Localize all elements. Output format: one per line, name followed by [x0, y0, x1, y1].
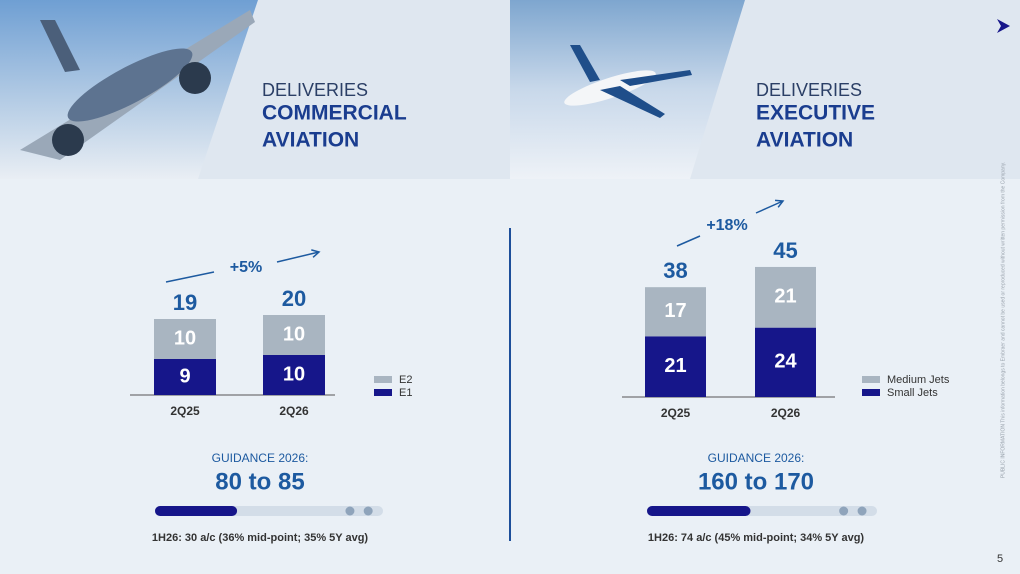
- segment-label: 10: [174, 327, 196, 349]
- legend-label: E1: [399, 387, 412, 399]
- x-tick-label: 2Q25: [661, 406, 691, 420]
- guidance-range: 160 to 170: [698, 468, 814, 495]
- total-label: 38: [663, 258, 687, 283]
- guidance-label: GUIDANCE 2026:: [212, 451, 309, 465]
- executive-plane: [564, 45, 692, 118]
- bar-segment: [645, 336, 706, 397]
- bar-segment: [154, 359, 216, 395]
- total-label: 20: [282, 286, 306, 311]
- panel-title: AVIATION: [756, 129, 853, 152]
- total-label: 19: [173, 290, 197, 315]
- segment-label: 17: [664, 300, 686, 322]
- legend-swatch: [862, 389, 880, 396]
- bar-segment: [755, 266, 816, 328]
- bar-segment: [154, 319, 216, 359]
- legend-label: Small Jets: [887, 387, 938, 399]
- guidance-note: 1H26: 30 a/c (36% mid-point; 35% 5Y avg): [152, 532, 369, 544]
- page-number: 5: [997, 553, 1003, 565]
- growth-label: +5%: [230, 259, 262, 276]
- x-tick-label: 2Q25: [170, 404, 200, 418]
- legend-swatch: [374, 389, 392, 396]
- commercial-plane: [20, 10, 255, 160]
- total-label: 45: [773, 238, 797, 263]
- panel-title: COMMERCIAL: [262, 102, 407, 125]
- progress-dot: [363, 506, 373, 516]
- side-text: PUBLIC INFORMATION This information belo…: [1000, 162, 1006, 478]
- segment-label: 24: [774, 351, 797, 373]
- x-tick-label: 2Q26: [771, 406, 801, 420]
- progress-dot: [857, 506, 867, 516]
- segment-label: 10: [283, 363, 305, 385]
- bar-segment: [263, 355, 325, 395]
- guidance-note: 1H26: 74 a/c (45% mid-point; 34% 5Y avg): [648, 532, 865, 544]
- bar-segment: [755, 327, 816, 397]
- guidance-range: 80 to 85: [215, 468, 304, 495]
- growth-label: +18%: [706, 217, 747, 234]
- legend-label: Medium Jets: [887, 374, 950, 386]
- progress-fill: [155, 506, 238, 516]
- panel-title: EXECUTIVE: [756, 102, 875, 125]
- growth-arrow: [276, 251, 320, 263]
- x-tick-label: 2Q26: [279, 404, 309, 418]
- growth-arrow: [676, 235, 701, 247]
- bar-segment: [645, 287, 706, 337]
- segment-label: 10: [283, 323, 305, 345]
- panel-title: AVIATION: [262, 129, 359, 152]
- arrow-head: [774, 199, 785, 208]
- legend-swatch: [862, 376, 880, 383]
- growth-arrow: [755, 200, 784, 214]
- progress-fill: [647, 506, 751, 516]
- segment-label: 9: [179, 365, 190, 387]
- segment-label: 21: [774, 286, 796, 308]
- panel-kicker: DELIVERIES: [262, 80, 368, 100]
- panel-kicker: DELIVERIES: [756, 80, 862, 100]
- guidance-label: GUIDANCE 2026:: [708, 451, 805, 465]
- nav-arrow[interactable]: [997, 19, 1010, 33]
- progress-dot: [345, 506, 355, 516]
- arrow-head: [311, 249, 321, 258]
- progress-dot: [839, 506, 849, 516]
- segment-label: 21: [664, 355, 686, 377]
- bar-segment: [263, 315, 325, 355]
- growth-arrow: [165, 271, 215, 283]
- legend-swatch: [374, 376, 392, 383]
- legend-label: E2: [399, 374, 412, 386]
